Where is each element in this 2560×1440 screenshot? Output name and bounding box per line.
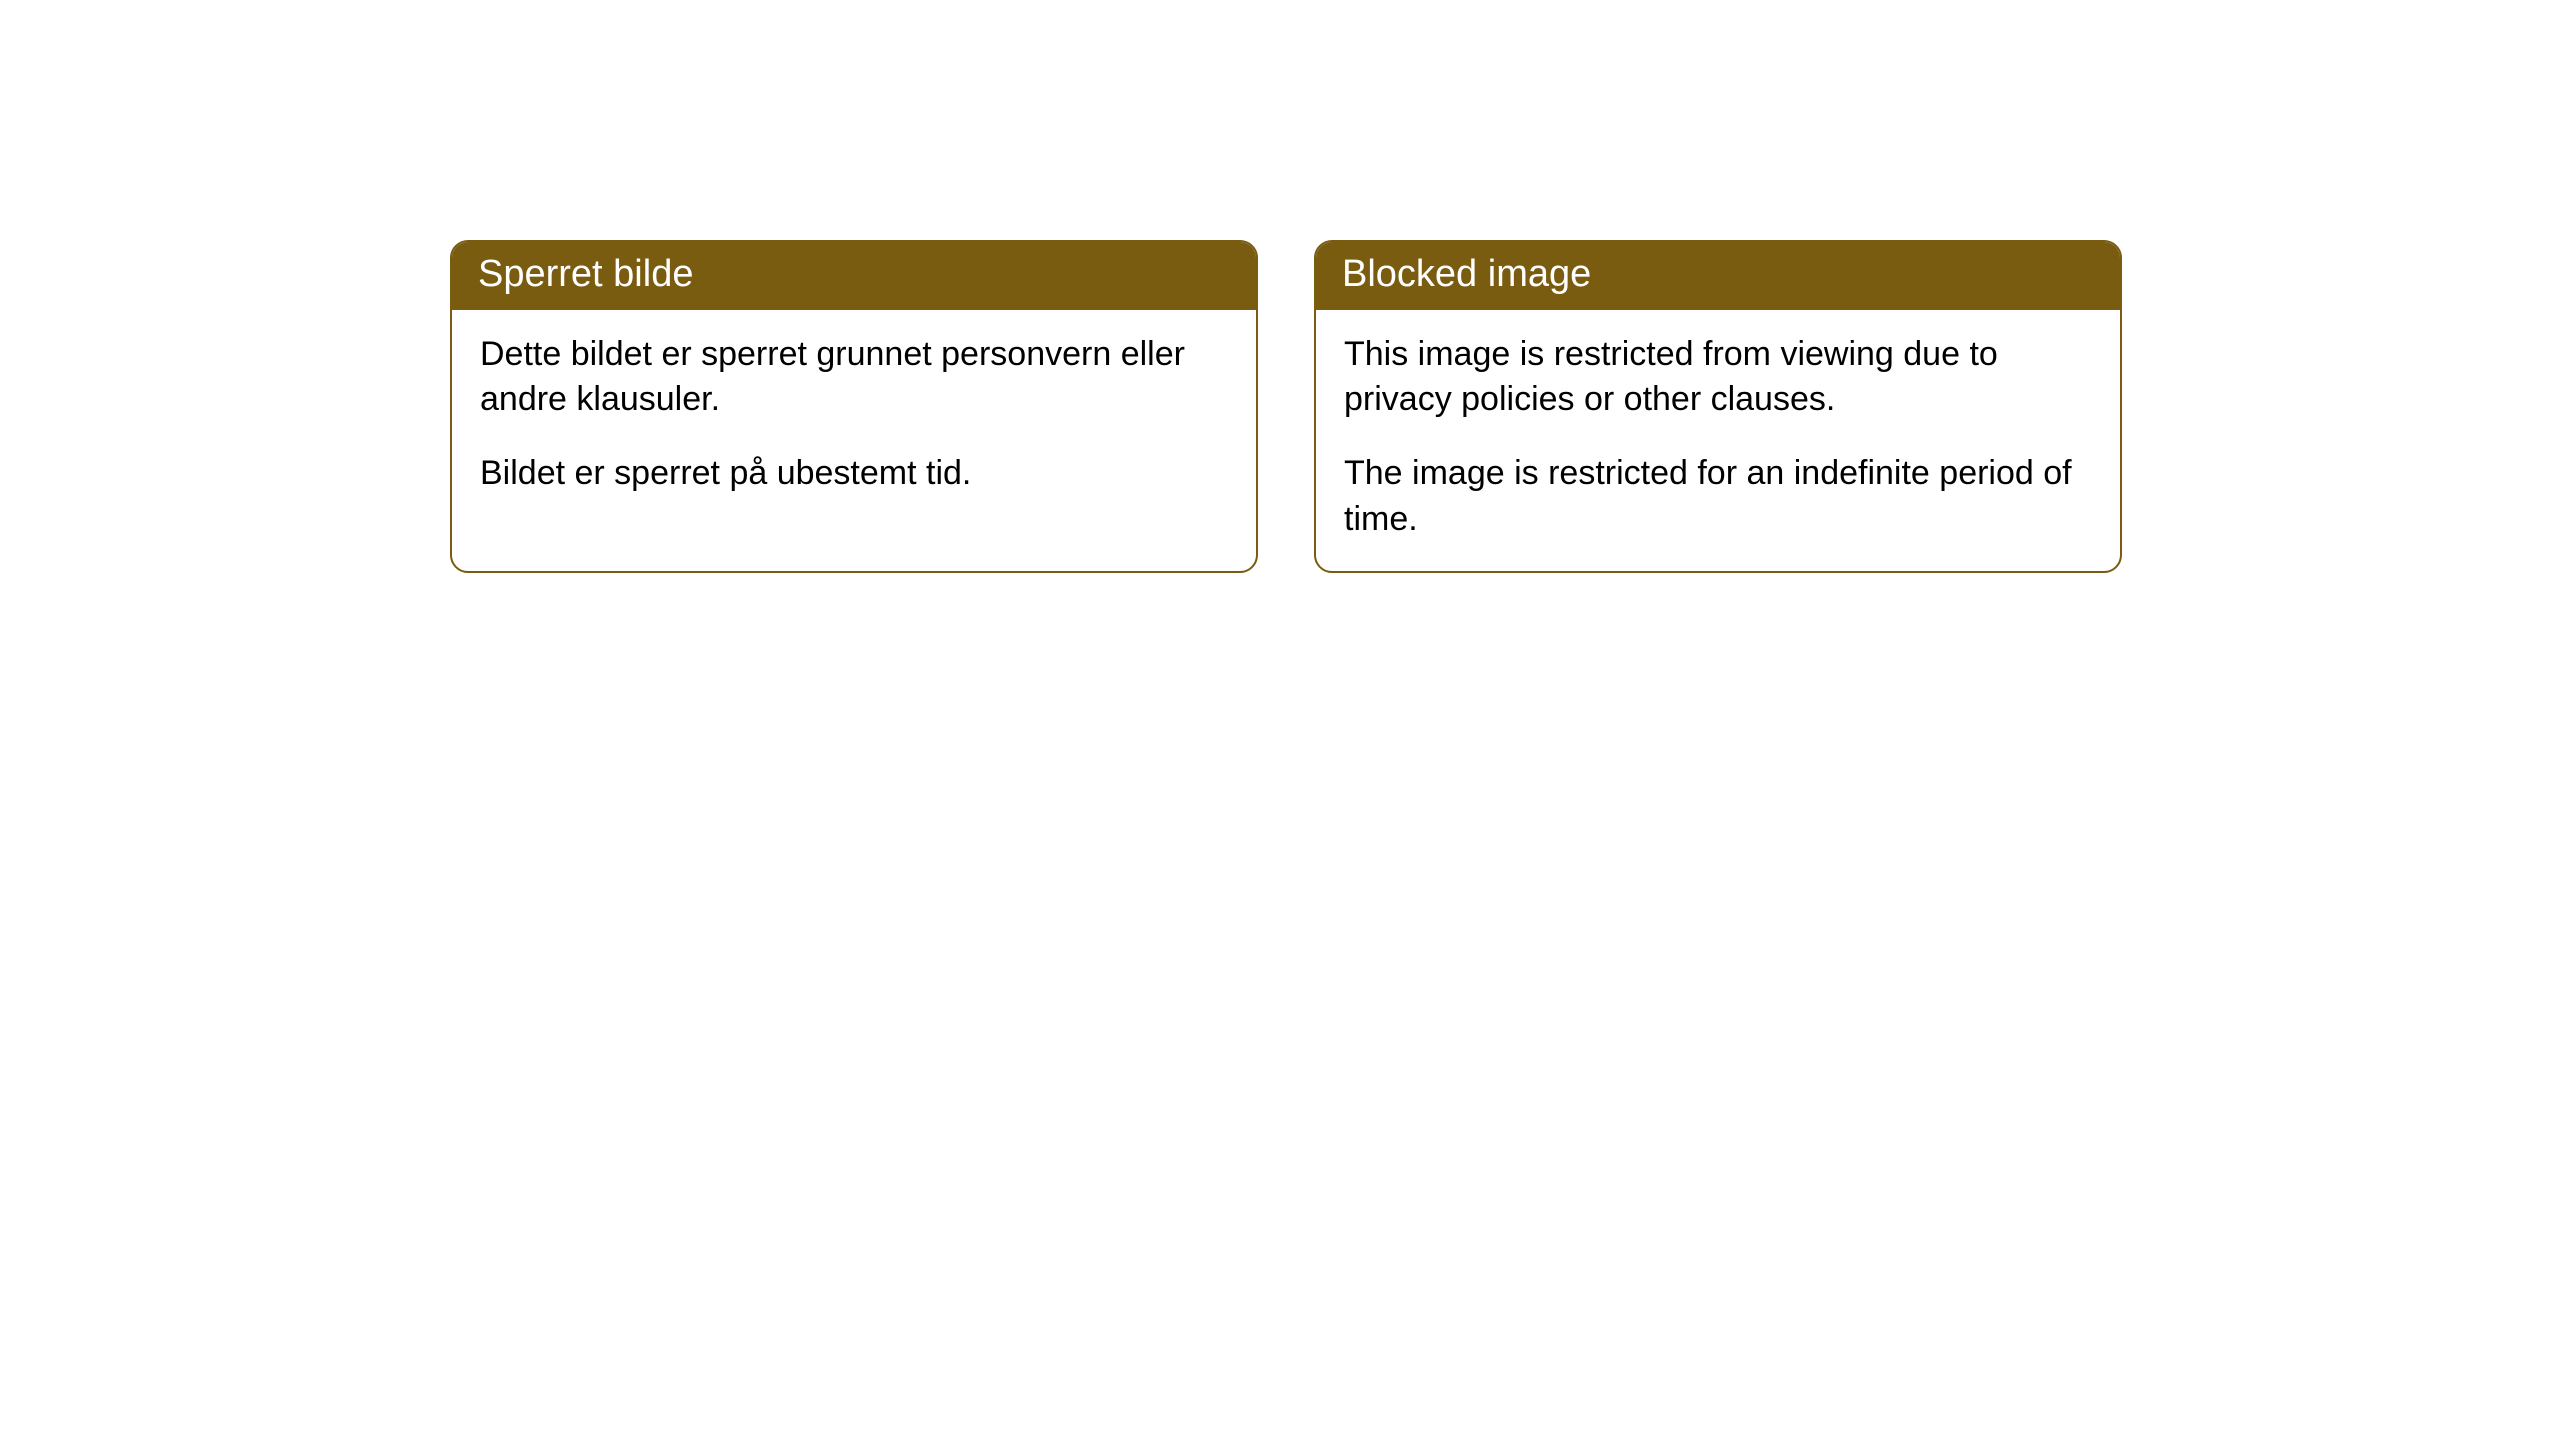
card-body: Dette bildet er sperret grunnet personve… [452,310,1256,526]
card-paragraph: This image is restricted from viewing du… [1344,332,2092,424]
notice-cards-container: Sperret bilde Dette bildet er sperret gr… [450,240,2122,573]
card-paragraph: Bildet er sperret på ubestemt tid. [480,451,1228,497]
card-header: Sperret bilde [452,242,1256,310]
notice-card-norwegian: Sperret bilde Dette bildet er sperret gr… [450,240,1258,573]
notice-card-english: Blocked image This image is restricted f… [1314,240,2122,573]
card-paragraph: The image is restricted for an indefinit… [1344,451,2092,543]
card-header: Blocked image [1316,242,2120,310]
card-body: This image is restricted from viewing du… [1316,310,2120,572]
card-paragraph: Dette bildet er sperret grunnet personve… [480,332,1228,424]
